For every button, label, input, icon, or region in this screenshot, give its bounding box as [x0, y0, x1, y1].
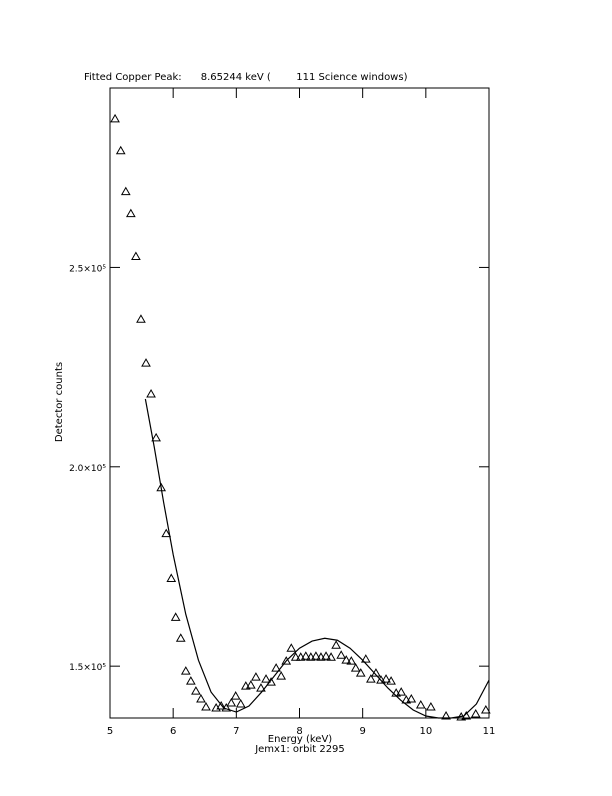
data-point — [230, 691, 241, 700]
data-point — [271, 663, 281, 672]
data-point — [331, 640, 341, 649]
x-tick-label: 7 — [233, 726, 239, 737]
data-point — [161, 528, 172, 538]
x-tick-label: 6 — [170, 726, 176, 737]
data-point — [480, 705, 491, 714]
data-point — [326, 652, 336, 661]
data-point — [336, 650, 347, 659]
data-point — [261, 674, 271, 683]
data-point — [125, 208, 136, 218]
chart-title: Fitted Copper Peak: 8.65244 keV ( 111 Sc… — [84, 72, 408, 83]
data-point — [146, 389, 156, 398]
data-point — [110, 113, 120, 123]
data-point — [266, 677, 276, 686]
data-point — [300, 651, 311, 660]
data-point — [216, 701, 227, 710]
data-point — [381, 674, 391, 683]
data-point — [235, 699, 246, 708]
data-point — [196, 694, 206, 703]
data-point — [141, 358, 151, 367]
data-point — [120, 186, 131, 196]
data-point — [415, 700, 426, 709]
x-tick-label: 10 — [419, 726, 432, 737]
data-point — [251, 672, 261, 681]
y-tick-label: 2.0×10⁵ — [69, 464, 106, 474]
data-point — [185, 676, 196, 685]
y-axis-label: Detector counts — [54, 362, 65, 442]
data-point — [426, 702, 436, 711]
data-point — [281, 656, 292, 665]
data-point — [191, 686, 201, 695]
data-point — [341, 655, 352, 664]
y-tick-label: 1.5×10⁵ — [69, 663, 106, 673]
x-tick-label: 9 — [359, 726, 365, 737]
data-point — [470, 709, 481, 718]
data-point — [136, 314, 146, 323]
data-point — [355, 668, 366, 677]
subtitle: Jemx1: orbit 2295 — [254, 744, 345, 755]
x-tick-label: 8 — [296, 726, 302, 737]
data-point — [360, 654, 371, 663]
data-point — [170, 612, 181, 621]
data-point — [175, 633, 186, 642]
data-point — [350, 663, 361, 672]
data-point — [366, 674, 376, 683]
data-point — [290, 652, 301, 661]
x-tick-label: 11 — [483, 726, 496, 737]
data-point — [246, 680, 256, 689]
data-point — [180, 666, 191, 675]
data-point — [276, 671, 287, 680]
data-point — [221, 703, 232, 712]
data-point — [166, 573, 177, 582]
data-point — [386, 676, 396, 685]
data-point — [441, 710, 451, 720]
data-point — [311, 651, 321, 660]
data-point — [406, 694, 417, 703]
data-point — [346, 656, 357, 665]
data-point — [115, 145, 126, 155]
fit-curve — [144, 398, 490, 719]
x-axis-label: Energy (keV) — [268, 734, 333, 745]
data-point — [131, 251, 141, 260]
data-point — [226, 698, 237, 707]
data-point — [256, 683, 266, 692]
x-tick-label: 5 — [107, 726, 113, 737]
data-point — [151, 432, 161, 442]
data-point — [201, 702, 211, 711]
data-point — [396, 687, 407, 696]
data-point — [321, 651, 331, 660]
y-tick-label: 2.5×10⁵ — [69, 264, 106, 274]
data-point — [286, 643, 297, 652]
